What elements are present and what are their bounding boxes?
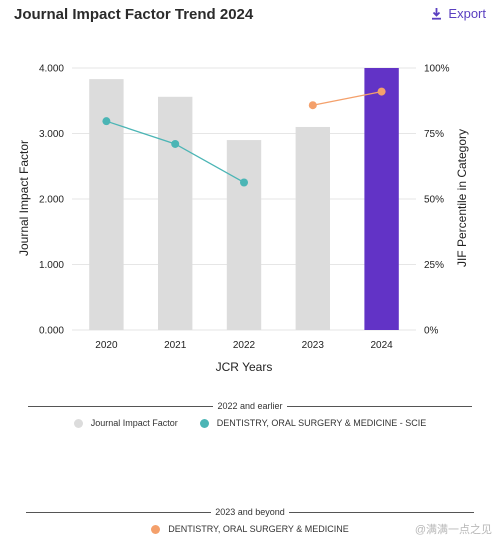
y2-tick-label: 100% xyxy=(424,64,450,75)
y2-tick-label: 75% xyxy=(424,129,444,140)
y-tick-label: 3.000 xyxy=(39,129,64,140)
line-series-2 xyxy=(312,90,382,106)
x-tick-label: 2024 xyxy=(370,340,393,351)
x-tick-label: 2021 xyxy=(164,340,187,351)
x-tick-label: 2023 xyxy=(302,340,325,351)
bar-2021 xyxy=(158,96,193,330)
legend-group-earlier: 2022 and earlier Journal Impact Factor D… xyxy=(0,401,500,428)
x-axis-label: JCR Years xyxy=(216,360,273,374)
download-icon xyxy=(431,7,442,20)
bar-series xyxy=(89,68,399,330)
y2-tick-label: 25% xyxy=(424,260,444,271)
legend-label-jif: Journal Impact Factor xyxy=(90,418,178,428)
legend-rule-left xyxy=(26,511,212,513)
y-tick-label: 0.000 xyxy=(39,326,64,337)
x-tick-label: 2020 xyxy=(95,340,118,351)
legend-rule-right xyxy=(288,511,475,513)
export-button[interactable]: Export xyxy=(431,6,486,21)
bar-2022 xyxy=(226,140,262,330)
chart-title: Journal Impact Factor Trend 2024 xyxy=(14,6,254,23)
line-point xyxy=(308,101,317,110)
legend-swatch-scie xyxy=(199,418,209,428)
legend-group-beyond: 2023 and beyond DENTISTRY, ORAL SURGERY … xyxy=(0,507,500,534)
legend-group2-title: 2023 and beyond xyxy=(215,507,285,517)
watermark: @满满一点之见 xyxy=(414,524,492,536)
bar-2023 xyxy=(295,126,330,330)
line-series xyxy=(102,87,386,187)
legend-item-jif[interactable]: Journal Impact Factor xyxy=(73,418,178,428)
legend-rule-left xyxy=(28,405,214,407)
bar-2020 xyxy=(89,79,124,330)
y-tick-label: 1.000 xyxy=(39,260,64,271)
y2-axis-label: JIF Percentile in Category xyxy=(455,129,469,267)
legend-label-scie: DENTISTRY, ORAL SURGERY & MEDICINE - SCI… xyxy=(216,418,427,428)
legend-rule-right xyxy=(286,405,472,407)
line-point xyxy=(377,87,386,96)
legend-label-dentistry: DENTISTRY, ORAL SURGERY & MEDICINE xyxy=(168,524,349,534)
export-label: Export xyxy=(448,6,486,21)
bar-2024 xyxy=(364,68,399,330)
x-tick-label: 2022 xyxy=(233,340,256,351)
legend-swatch-dentistry xyxy=(151,524,161,534)
y-tick-label: 4.000 xyxy=(39,64,64,75)
axes: 0.000 1.000 2.000 3.000 4.000 0% 25% 50% 75% 100%… xyxy=(39,64,450,352)
y2-tick-label: 0% xyxy=(424,326,439,337)
line-point xyxy=(240,178,248,187)
legend-swatch-jif xyxy=(73,418,83,428)
legend-group1-title: 2022 and earlier xyxy=(217,401,283,411)
y-axis-label: Journal Impact Factor xyxy=(17,140,31,256)
line-point xyxy=(102,117,111,126)
line-point xyxy=(171,139,180,148)
y2-tick-label: 50% xyxy=(424,195,444,206)
y-tick-label: 2.000 xyxy=(39,195,64,206)
legend-item-scie[interactable]: DENTISTRY, ORAL SURGERY & MEDICINE - SCI… xyxy=(199,418,427,428)
jif-trend-chart: 0.000 1.000 2.000 3.000 4.000 0% 25% 50% 75% 100%… xyxy=(17,64,469,375)
legend-item-dentistry[interactable]: DENTISTRY, ORAL SURGERY & MEDICINE xyxy=(151,524,349,534)
